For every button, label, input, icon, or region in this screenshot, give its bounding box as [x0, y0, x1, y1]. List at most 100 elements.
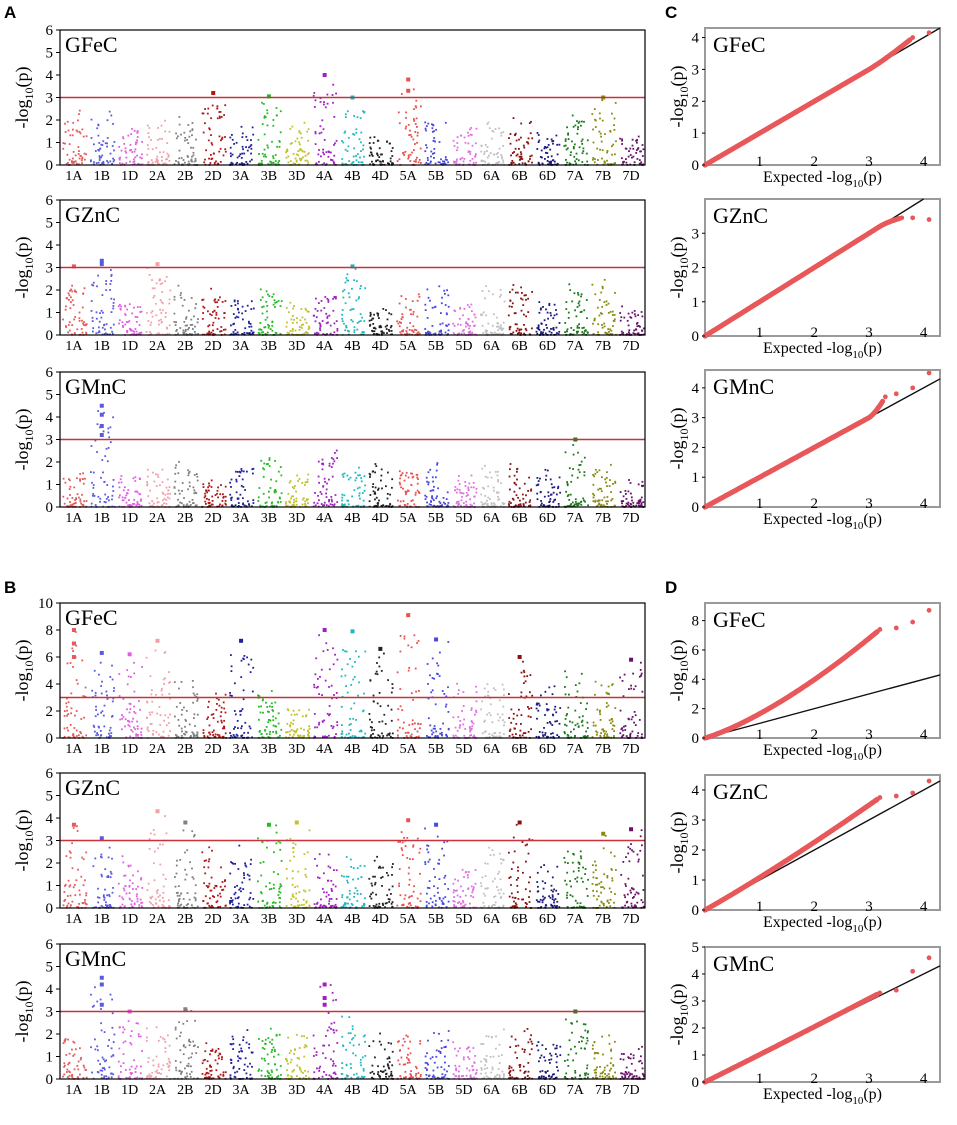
- snp-point-7A: [577, 468, 580, 471]
- snp-point-4D: [376, 702, 379, 705]
- snp-point-2A: [163, 683, 165, 685]
- snp-point-2A: [155, 158, 158, 160]
- snp-point-3D: [306, 478, 309, 481]
- snp-point-2B: [192, 486, 195, 489]
- snp-point-6D: [549, 162, 552, 165]
- snp-point-3B: [261, 296, 264, 299]
- snp-point-7B: [601, 306, 604, 308]
- snp-point-3B: [271, 162, 273, 164]
- snp-point-3B: [265, 300, 268, 303]
- snp-point-4B: [342, 296, 345, 299]
- snp-point-4D: [372, 483, 375, 485]
- snp-point-4D: [389, 160, 392, 163]
- snp-point-1B: [109, 283, 112, 285]
- snp-point-1A: [63, 715, 66, 717]
- snp-point-6A: [501, 683, 504, 686]
- snp-point-3D: [303, 728, 305, 731]
- snp-point-5A: [414, 131, 417, 133]
- snp-point-4A: [326, 736, 328, 738]
- snp-point-1D: [131, 312, 134, 315]
- snp-point-3D: [307, 502, 309, 505]
- snp-point-1A: [73, 332, 76, 334]
- snp-point-6D: [547, 495, 550, 497]
- snp-point-5A: [415, 329, 418, 332]
- snp-point-2D: [205, 489, 207, 492]
- snp-point-5A: [400, 486, 402, 489]
- snp-point-1A: [77, 153, 80, 155]
- snp-point-1A: [66, 726, 69, 729]
- snp-point-5A: [411, 719, 414, 722]
- snp-point-4B: [348, 296, 351, 299]
- snp-point-5B: [446, 735, 448, 738]
- snp-point-2D: [224, 495, 227, 498]
- snp-point-5B: [440, 330, 442, 333]
- snp-point-2D: [215, 709, 218, 711]
- snp-point-7B: [593, 494, 596, 497]
- snp-point-4B: [362, 144, 365, 147]
- snp-point-5A: [400, 322, 402, 324]
- snp-point-1B: [93, 143, 95, 146]
- snp-point-3A: [240, 157, 243, 159]
- snp-point-1B: [112, 887, 114, 889]
- snp-point-4A: [325, 488, 328, 491]
- snp-point-6A: [489, 152, 492, 154]
- snp-point-7B: [593, 161, 596, 164]
- snp-point-7D: [630, 718, 633, 721]
- snp-point-1A: [67, 292, 70, 295]
- chromosome-label: 1A: [65, 339, 83, 354]
- snp-point-2A: [150, 139, 152, 141]
- chromosome-label: 3D: [288, 511, 305, 526]
- snp-point-4A: [332, 725, 335, 728]
- snp-point-4A: [332, 101, 334, 104]
- snp-point-2D: [221, 138, 223, 140]
- snp-point-7D: [625, 493, 627, 495]
- snp-point-6B: [514, 505, 517, 507]
- snp-point-2B: [193, 492, 196, 495]
- snp-point-1A: [62, 318, 64, 321]
- snp-point-4A: [315, 686, 318, 689]
- snp-point-4D: [387, 704, 390, 707]
- snp-point-2D: [216, 733, 219, 736]
- snp-point-7D: [630, 492, 632, 495]
- snp-point-4B: [341, 313, 343, 316]
- snp-point-2B: [190, 735, 192, 737]
- snp-point-1B: [110, 735, 112, 737]
- snp-point-2B: [193, 474, 196, 476]
- snp-point-3B: [268, 295, 271, 297]
- snp-point-4B: [341, 309, 344, 311]
- snp-point-7B: [596, 471, 599, 473]
- snp-point-7B: [610, 163, 612, 165]
- y-tick-label: 5: [46, 216, 54, 232]
- snp-point-5A: [415, 106, 418, 109]
- snp-point-5D: [456, 142, 459, 144]
- snp-point-7B: [601, 285, 604, 288]
- snp-point-2D: [201, 299, 204, 301]
- snp-point-2B: [178, 687, 180, 690]
- snp-point-6B: [527, 490, 529, 492]
- snp-point-2A: [151, 310, 154, 312]
- snp-point-2D: [204, 500, 207, 503]
- snp-point-2B: [191, 122, 194, 124]
- snp-point-1B: [110, 274, 113, 276]
- snp-point-6D: [551, 693, 554, 696]
- snp-point-3D: [287, 155, 290, 158]
- snp-point-4D: [378, 692, 381, 694]
- snp-point-3D: [291, 486, 294, 489]
- snp-point-2D: [216, 489, 219, 492]
- snp-point-1D: [119, 308, 122, 311]
- snp-point-5B: [443, 693, 446, 695]
- y-tick-label: 3: [46, 91, 54, 107]
- snp-point-2B: [176, 329, 178, 331]
- snp-point-4B: [358, 492, 361, 495]
- snp-point-3D: [289, 301, 292, 304]
- snp-point-3A: [230, 499, 233, 501]
- snp-point-3B: [274, 717, 277, 720]
- snp-point-4D: [386, 332, 388, 334]
- snp-point-1D: [121, 714, 123, 716]
- snp-point-3B: [265, 726, 268, 728]
- snp-point-3A: [248, 332, 251, 334]
- snp-point-6B: [525, 294, 527, 297]
- snp-point-6D: [547, 491, 550, 494]
- snp-point-1D: [122, 324, 124, 327]
- snp-point-4B: [346, 150, 349, 152]
